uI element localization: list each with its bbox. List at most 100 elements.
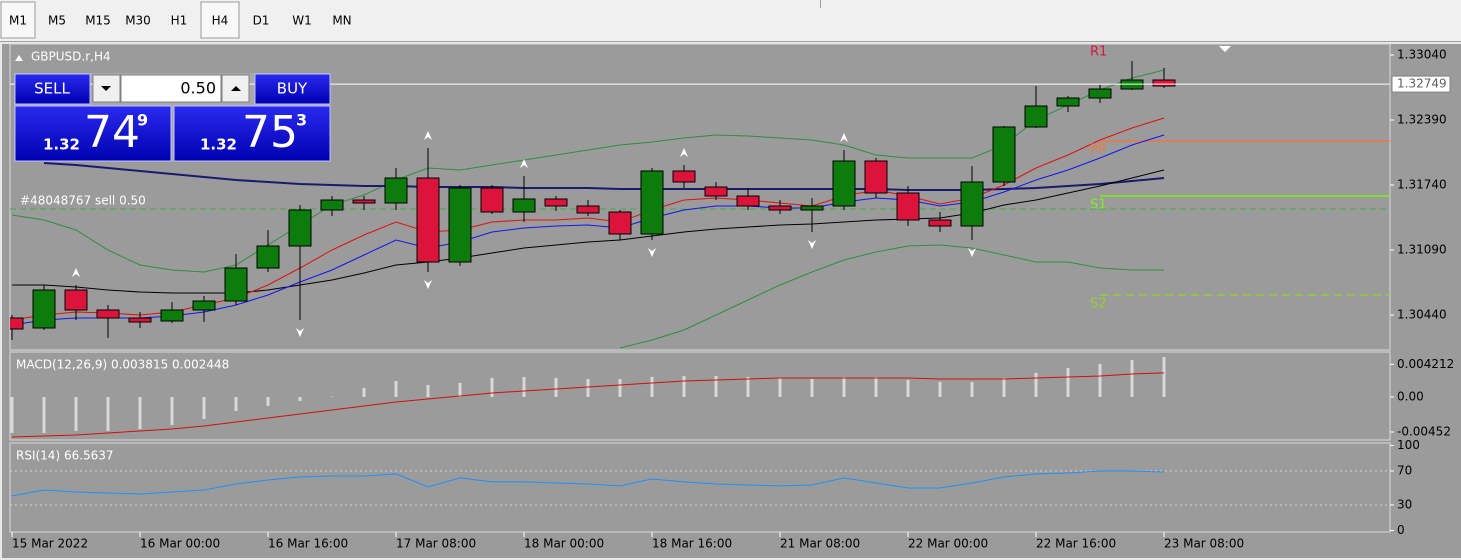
macd-bar	[138, 396, 142, 429]
macd-bar	[714, 375, 718, 397]
buy-pips: 75	[242, 107, 298, 158]
pivot-label: R1	[1090, 45, 1107, 60]
panel-plot	[10, 470, 1390, 506]
y-tick-label: 1.32390	[1397, 113, 1447, 127]
candle-body	[1088, 88, 1112, 99]
candle-body	[960, 181, 984, 227]
macd-bar	[842, 376, 846, 397]
candle-body	[224, 267, 248, 302]
buy-label: BUY	[277, 80, 308, 98]
macd-bar	[1034, 372, 1038, 397]
x-tick-label: 18 Mar 00:00	[524, 537, 604, 551]
candle-body	[128, 317, 152, 323]
candle-body	[992, 126, 1016, 183]
candle-body	[320, 199, 344, 211]
macd-bar	[362, 387, 366, 397]
candle-body	[768, 205, 792, 211]
macd-bar	[746, 376, 750, 397]
candle-body	[736, 195, 760, 207]
candle-body	[864, 160, 888, 194]
macd-bar	[458, 382, 462, 397]
x-tick-label: 22 Mar 00:00	[908, 537, 988, 551]
order-label: #48048767 sell 0.50	[20, 194, 146, 208]
timeframe-button[interactable]: D1	[253, 14, 270, 28]
pivot-label: S1	[1090, 198, 1107, 213]
sell-pips: 74	[84, 107, 140, 158]
fractal-down	[424, 280, 432, 289]
candle-body	[928, 219, 952, 227]
macd-bar	[1162, 356, 1166, 397]
fractal-down	[648, 248, 656, 257]
candle-body	[608, 211, 632, 235]
candle-body	[672, 170, 696, 183]
macd-bar	[618, 378, 622, 397]
buy-price-box[interactable]	[173, 105, 331, 162]
candle-body	[96, 309, 120, 319]
pivot-label: S2	[1090, 297, 1107, 312]
x-tick-label: 18 Mar 16:00	[652, 537, 732, 551]
timeframe-button-active[interactable]	[0, 1, 36, 39]
macd-bar	[682, 375, 686, 397]
macd-bar	[490, 377, 494, 397]
macd-bar	[74, 396, 78, 432]
candle-body	[896, 192, 920, 221]
panel-title: RSI(14) 66.5637	[16, 449, 114, 463]
fractal-up	[72, 268, 80, 277]
shift-marker[interactable]	[1219, 46, 1231, 52]
timeframe-button[interactable]: M30	[125, 14, 151, 28]
timeframe-button[interactable]: MN	[332, 14, 351, 28]
timeframe-button[interactable]: M15	[85, 14, 111, 28]
sell-button[interactable]	[14, 73, 91, 105]
timeframe-button[interactable]: H4	[212, 14, 229, 28]
macd-bar	[970, 381, 974, 397]
title-marker	[15, 55, 23, 61]
candle-body	[288, 209, 312, 247]
sell-fraction: 9	[137, 111, 148, 130]
timeframe-button[interactable]: M1	[9, 14, 27, 28]
timeframe-button[interactable]: H1	[171, 14, 188, 28]
timeframe-button[interactable]: W1	[292, 14, 312, 28]
panel-plot	[10, 61, 1390, 349]
macd-bar	[554, 377, 558, 397]
panel-title: GBPUSD.r,H4	[31, 50, 111, 64]
candle-body	[1056, 97, 1080, 107]
y-tick-label: 30	[1397, 497, 1412, 511]
candle-body	[416, 177, 440, 263]
x-tick-label: 16 Mar 00:00	[140, 537, 220, 551]
candle-body	[256, 245, 280, 269]
macd-bar	[586, 378, 590, 397]
indicator-line	[11, 69, 1165, 273]
y-tick-label: 0.00	[1397, 389, 1424, 403]
sell-label: SELL	[34, 80, 70, 98]
lot-input[interactable]	[120, 74, 222, 103]
pivot-label: PP	[1090, 143, 1106, 158]
candle-body	[64, 289, 88, 311]
x-tick-label: 21 Mar 08:00	[780, 537, 860, 551]
macd-bar	[394, 380, 398, 397]
macd-bar	[330, 396, 334, 398]
macd-bar	[298, 396, 302, 402]
candle-body	[10, 317, 24, 330]
bid-label: 1.32749	[1397, 77, 1447, 91]
candle-body	[352, 199, 376, 204]
lot-increase-icon	[231, 86, 241, 91]
fractal-up	[840, 133, 848, 142]
sell-price-box[interactable]	[14, 105, 172, 162]
y-tick-label: 70	[1397, 463, 1412, 477]
macd-bar	[1066, 367, 1070, 397]
fractal-down	[296, 328, 304, 337]
timeframe-button-active[interactable]	[200, 1, 240, 39]
macd-bar	[1002, 377, 1006, 397]
macd-bar	[234, 396, 238, 412]
x-tick-label: 17 Mar 08:00	[396, 537, 476, 551]
trade-panel: SELL 0.50 BUY 1.32 74 9 1.32 75 3	[14, 73, 331, 162]
buy-button[interactable]	[254, 73, 331, 105]
macd-bar	[1098, 363, 1102, 397]
candle-body	[384, 177, 408, 204]
candle-body	[160, 309, 184, 322]
candle-body	[32, 289, 56, 329]
x-tick-label: 15 Mar 2022	[12, 537, 88, 551]
timeframe-button[interactable]: M5	[48, 14, 66, 28]
macd-bar	[906, 379, 910, 397]
